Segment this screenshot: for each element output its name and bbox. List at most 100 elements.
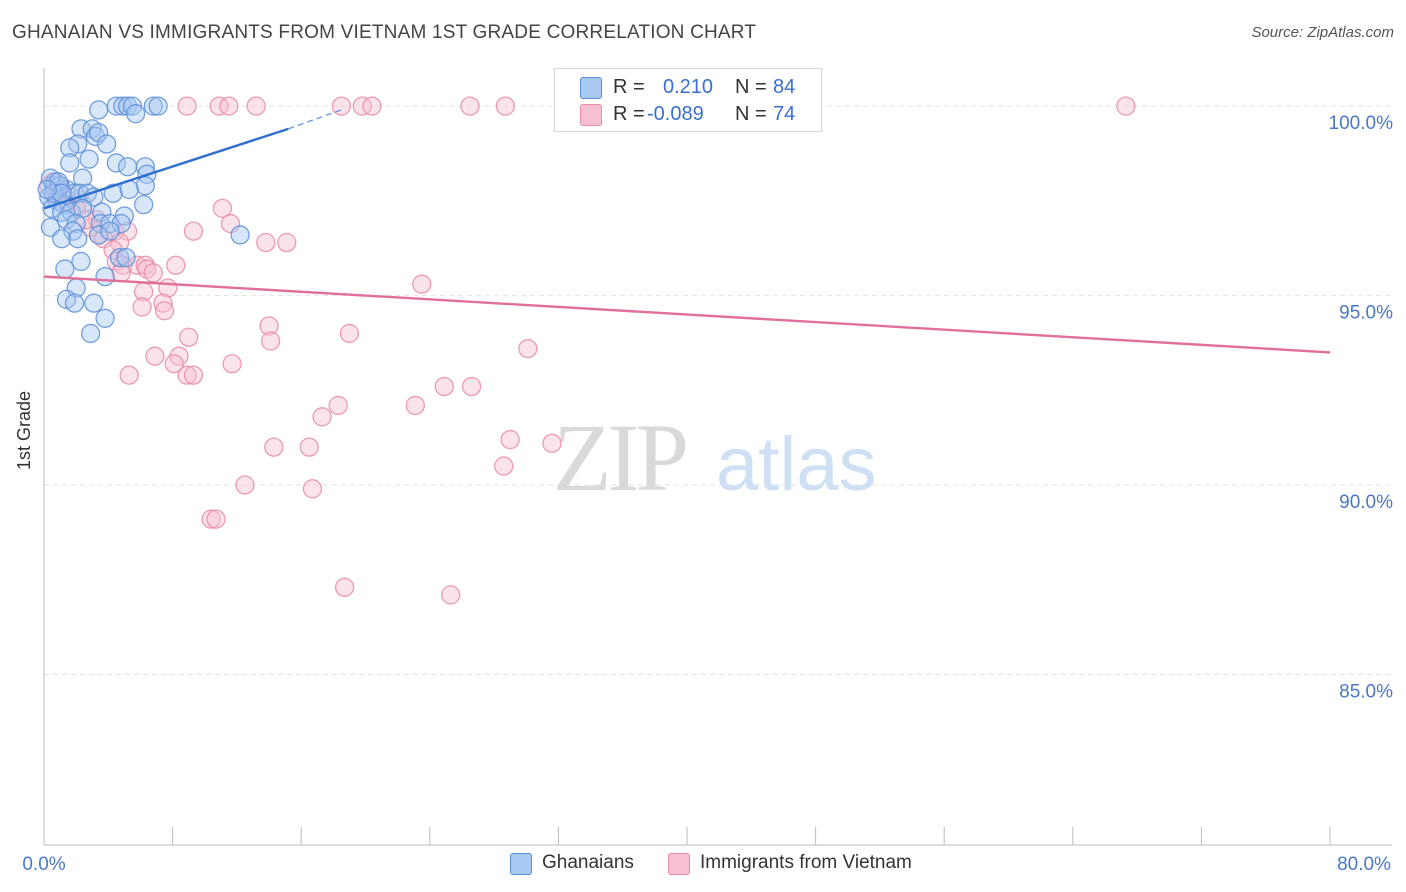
ghanaian-point — [55, 259, 75, 279]
vietnam-point — [212, 198, 233, 219]
vietnam-point — [179, 327, 199, 347]
vietnam-point — [412, 274, 432, 294]
vietnam-point — [441, 585, 461, 605]
legend-r-label: R = — [613, 76, 645, 98]
vietnam-point — [177, 96, 197, 116]
ghanaian-point — [80, 323, 101, 344]
y-tick-label: 95.0% — [1339, 303, 1393, 324]
ghanaian-point — [117, 96, 138, 116]
vietnam-point — [259, 316, 279, 336]
vietnam-point — [127, 255, 147, 275]
ghanaian-point — [97, 134, 117, 154]
vietnam-point — [201, 509, 221, 529]
ghanaian-point — [148, 96, 168, 116]
legend-row-vietnam: R = -0.089 N = 74 — [555, 101, 821, 127]
vietnam-point — [177, 365, 197, 385]
ghanaian-point — [100, 221, 120, 241]
vietnam-point — [119, 365, 139, 385]
ghanaian-point — [89, 225, 109, 245]
vietnam-point — [164, 354, 184, 374]
watermark-zip: ZIP — [553, 404, 686, 511]
ghanaian-point — [116, 248, 136, 268]
vietnam-point — [331, 96, 352, 116]
vietnam-point — [153, 293, 173, 313]
ghanaian-point — [95, 308, 115, 328]
vietnam-point — [222, 354, 242, 374]
vietnam-point — [405, 395, 425, 416]
ghanaian-point — [72, 168, 93, 188]
vietnam-point — [334, 577, 355, 597]
ghanaian-point — [56, 210, 77, 230]
legend-row-ghanaians: R = 0.210 N = 84 — [555, 74, 821, 100]
ghanaian-point — [48, 172, 69, 192]
ghanaian-point — [103, 183, 123, 203]
correlation-legend: R = 0.210 N = 84 R = -0.089 N = 74 — [554, 68, 822, 132]
ghanaian-point — [106, 153, 126, 173]
legend-r-label: R = — [613, 103, 645, 125]
ghanaian-point — [95, 266, 115, 287]
y-tick-label: 90.0% — [1339, 492, 1393, 513]
vietnam-point — [494, 456, 514, 476]
y-axis-label: 1st Grade — [14, 390, 34, 470]
vietnam-point — [183, 221, 204, 241]
vietnam-point — [460, 96, 480, 116]
vietnam-point — [264, 437, 284, 457]
watermark-atlas: atlas — [716, 422, 877, 507]
ghanaian-point — [60, 153, 80, 173]
ghanaian-trend-extension — [288, 109, 342, 130]
legend-r-value: 0.210 — [663, 76, 714, 98]
y-tick-label: 100.0% — [1329, 113, 1394, 134]
vietnam-point — [312, 407, 332, 427]
vietnam-point — [302, 479, 323, 499]
legend-n-value: 74 — [773, 103, 796, 125]
ghanaian-point — [230, 225, 250, 245]
ghanaian-point — [89, 100, 109, 120]
ghanaian-point — [117, 157, 138, 177]
ghanaian-point — [64, 293, 85, 313]
legend-r-value: -0.089 — [647, 103, 704, 125]
ghanaian-point — [60, 138, 80, 158]
vietnam-point — [1116, 96, 1136, 116]
ghanaian-trend-line — [43, 127, 289, 210]
vietnam-point — [277, 232, 297, 253]
vietnam-point — [246, 96, 266, 116]
y-tick-label: 85.0% — [1339, 681, 1393, 702]
vietnam-point — [461, 376, 482, 397]
x-tick-label-min: 0.0% — [22, 854, 65, 875]
legend-n-value: 84 — [773, 76, 796, 98]
ghanaian-point — [52, 229, 72, 249]
vietnam-point — [362, 96, 382, 116]
legend-n-label: N = — [735, 103, 767, 125]
ghanaian-point — [134, 194, 154, 215]
bottom-legend-swatch-pink — [668, 853, 690, 875]
legend-swatch-pink — [580, 104, 602, 126]
vietnam-point — [166, 255, 186, 275]
vietnam-point — [261, 331, 281, 351]
ghanaian-point — [84, 293, 104, 313]
vietnam-point — [256, 232, 276, 253]
vietnam-point — [235, 475, 255, 495]
chart-title: GHANAIAN VS IMMIGRANTS FROM VIETNAM 1ST … — [12, 22, 757, 43]
bottom-legend-label: Ghanaians — [542, 852, 634, 873]
ghanaian-point — [135, 176, 155, 196]
vietnam-trend-line — [43, 275, 1331, 354]
ghanaian-point — [71, 251, 91, 272]
ghanaian-point — [109, 248, 130, 268]
ghanaian-point — [125, 104, 146, 124]
vietnam-point — [143, 263, 163, 283]
legend-swatch-blue — [580, 77, 602, 99]
vietnam-point — [339, 323, 360, 344]
legend-n-label: N = — [735, 76, 767, 98]
vietnam-point — [328, 395, 348, 416]
bottom-legend-label: Immigrants from Vietnam — [700, 852, 912, 873]
vietnam-point — [518, 338, 538, 359]
ghanaian-point — [111, 213, 131, 234]
vietnam-point — [183, 365, 204, 385]
ghanaian-point — [79, 149, 99, 169]
vietnam-point — [206, 509, 226, 529]
vietnam-point — [500, 429, 520, 450]
vietnam-point — [145, 346, 165, 366]
source-label: Source: ZipAtlas.com — [1251, 24, 1394, 41]
vietnam-point — [299, 437, 319, 457]
